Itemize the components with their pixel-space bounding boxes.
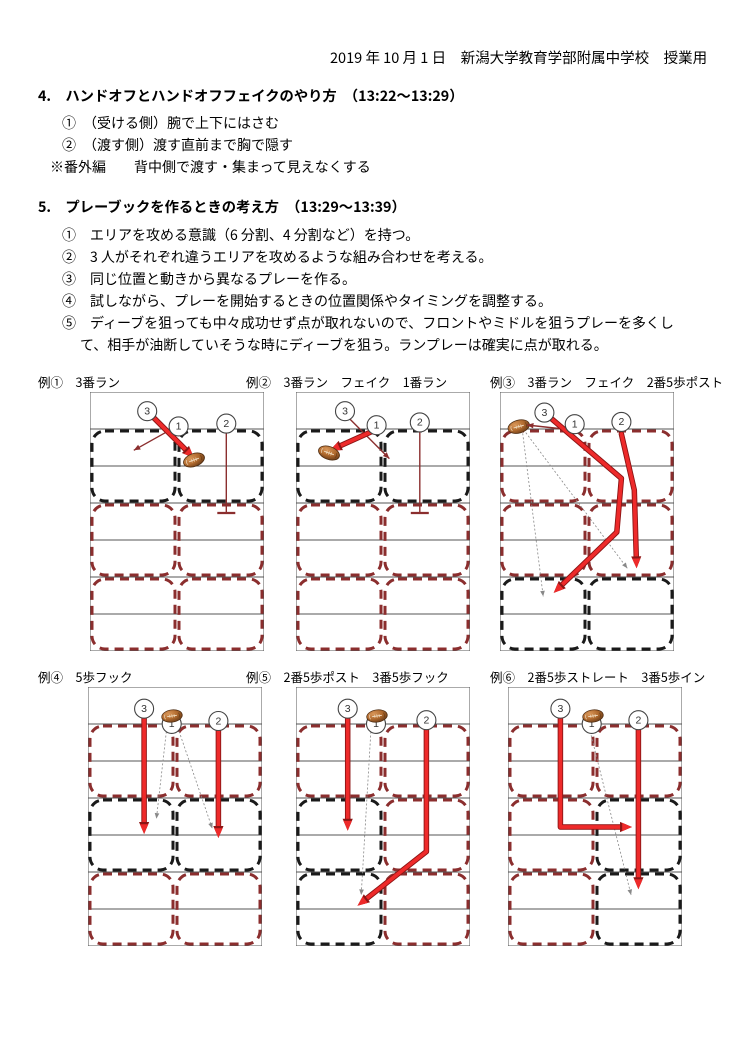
svg-text:2: 2 (417, 417, 423, 429)
svg-text:3: 3 (541, 407, 547, 419)
svg-text:3: 3 (342, 406, 348, 418)
svg-text:3: 3 (345, 703, 351, 715)
svg-text:3: 3 (557, 703, 563, 715)
svg-text:2: 2 (618, 416, 624, 428)
svg-text:3: 3 (141, 703, 147, 715)
svg-text:1: 1 (374, 420, 380, 432)
svg-text:3: 3 (144, 406, 150, 418)
svg-text:2: 2 (215, 715, 221, 727)
svg-text:2: 2 (635, 715, 641, 727)
svg-text:2: 2 (223, 418, 229, 430)
svg-text:1: 1 (176, 421, 182, 433)
svg-text:1: 1 (572, 419, 578, 431)
svg-text:2: 2 (423, 715, 429, 727)
